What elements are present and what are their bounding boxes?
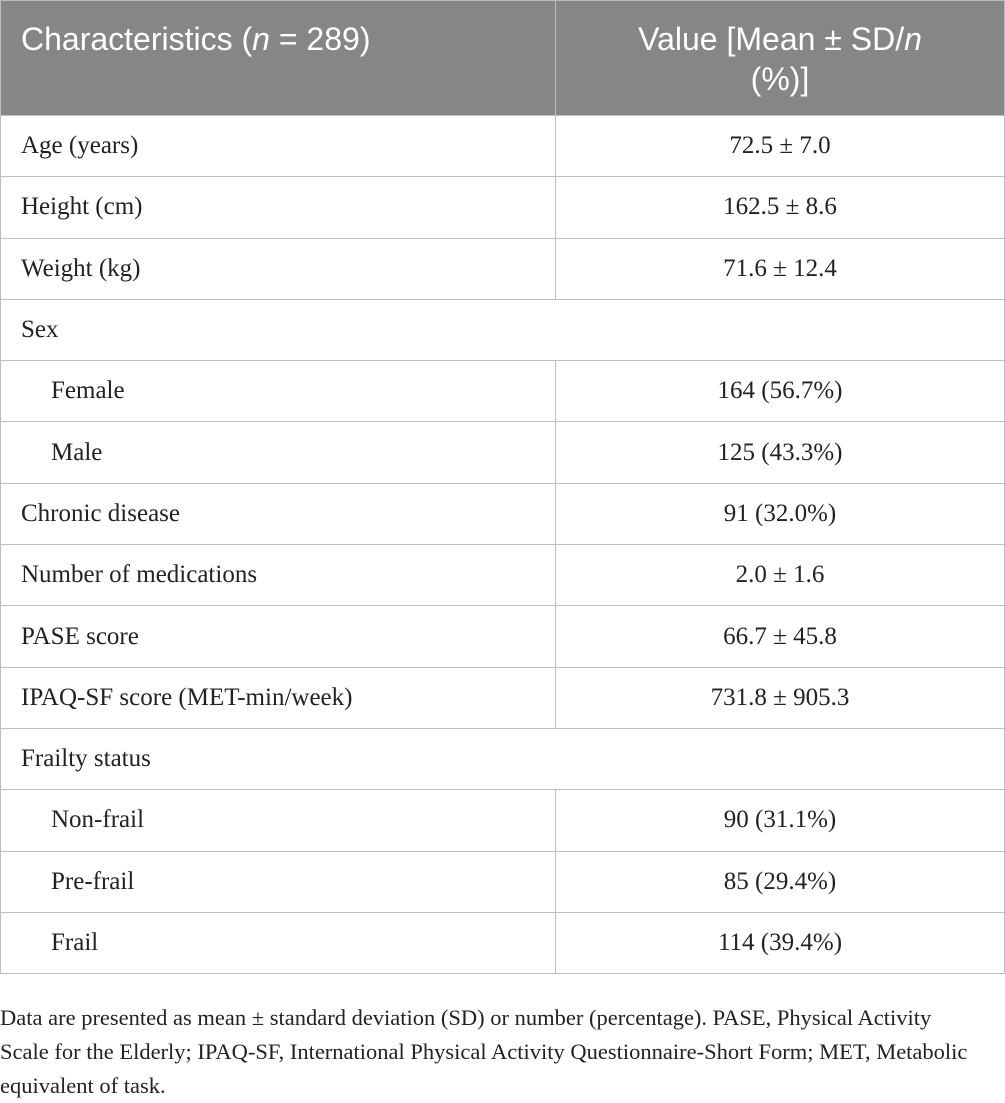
row-label: Number of medications [0,544,556,607]
header-text: n [252,21,270,57]
header-text: n [904,21,922,57]
section-label: Frailty status [0,727,1005,791]
row-label: Pre-frail [0,850,556,913]
row-label: Weight (kg) [0,237,556,300]
row-label: Male [0,421,556,484]
header-text: = 289) [269,21,371,57]
header-cell: Characteristics (n = 289) [0,0,556,116]
row-value: 114 (39.4%) [555,911,1005,975]
row-label: Age (years) [0,114,556,178]
row-value: 91 (32.0%) [555,482,1005,546]
table-row: Female 164 (56.7%) [0,360,1005,423]
table-body: Age (years) 72.5 ± 7.0 Height (cm) 162.5 ± … [0,114,1005,975]
table-row: Weight (kg) 71.6 ± 12.4 [0,237,1005,300]
table-row: Sex [0,298,1005,362]
row-label: Female [0,360,556,423]
row-value: 162.5 ± 8.6 [555,176,1005,239]
footnote: Data are presented as mean ± standard de… [0,1005,968,1098]
header-text: Characteristics ( [21,21,253,57]
row-value: 85 (29.4%) [555,850,1005,913]
row-value: 164 (56.7%) [555,360,1005,423]
row-label: Frail [0,911,556,975]
section-label: Sex [0,298,1005,362]
table-row: Chronic disease 91 (32.0%) [0,482,1005,546]
table-row: Number of medications 2.0 ± 1.6 [0,544,1005,607]
row-label: Height (cm) [0,176,556,239]
characteristics-table: Characteristics (n = 289) Value [Mean ± … [0,0,1005,975]
header-text: (%)] [750,61,810,97]
table-row: IPAQ-SF score (MET-min/week) 731.8 ± 905.… [0,666,1005,729]
table-row: Height (cm) 162.5 ± 8.6 [0,176,1005,239]
header-text: Value [Mean ± SD/ [638,21,905,57]
table-row: Frailty status [0,727,1005,791]
table-row: Male 125 (43.3%) [0,421,1005,484]
row-label: PASE score [0,605,556,668]
table-row: Pre-frail 85 (29.4%) [0,850,1005,913]
table-row: PASE score 66.7 ± 45.8 [0,605,1005,668]
row-value: 66.7 ± 45.8 [555,605,1005,668]
table-row: Age (years) 72.5 ± 7.0 [0,114,1005,178]
table-row: Frail 114 (39.4%) [0,911,1005,975]
row-label: Chronic disease [0,482,556,546]
row-value: 90 (31.1%) [555,789,1005,852]
header-cell: Value [Mean ± SD/n (%)] [555,0,1005,116]
table-row: Non-frail 90 (31.1%) [0,789,1005,852]
row-label: IPAQ-SF score (MET-min/week) [0,666,556,729]
row-value: 125 (43.3%) [555,421,1005,484]
row-value: 731.8 ± 905.3 [555,666,1005,729]
row-value: 72.5 ± 7.0 [555,114,1005,178]
row-label: Non-frail [0,789,556,852]
header-row: Characteristics (n = 289) Value [Mean ± … [0,0,1005,116]
table-header: Characteristics (n = 289) Value [Mean ± … [0,0,1005,116]
row-value: 2.0 ± 1.6 [555,544,1005,607]
row-value: 71.6 ± 12.4 [555,237,1005,300]
